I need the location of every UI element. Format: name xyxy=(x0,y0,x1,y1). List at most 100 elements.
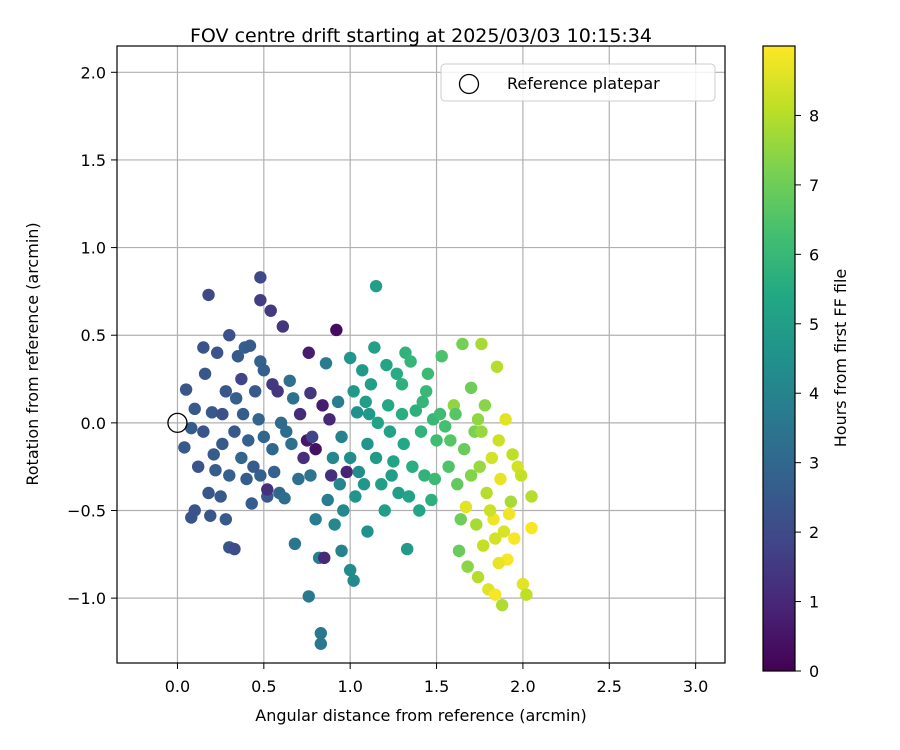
data-point xyxy=(471,413,485,426)
y-tick-label: 1.0 xyxy=(81,239,106,258)
colorbar-tick-label: 0 xyxy=(809,662,819,681)
data-point xyxy=(457,442,471,456)
colorbar-tick-label: 3 xyxy=(809,454,819,473)
data-point xyxy=(292,472,305,486)
data-point xyxy=(274,416,288,430)
colorbar-ticks: 0 1 2 3 4 5 6 7 8 xyxy=(795,106,819,681)
data-point xyxy=(361,437,374,451)
data-point xyxy=(368,341,381,354)
data-point xyxy=(506,448,519,461)
data-point xyxy=(293,407,307,421)
data-point xyxy=(191,460,205,473)
y-tick-label: 0.5 xyxy=(81,326,106,345)
data-point xyxy=(514,469,528,482)
data-point xyxy=(499,413,512,426)
data-point xyxy=(223,469,236,482)
data-point xyxy=(369,279,383,293)
data-point xyxy=(364,378,378,391)
data-point xyxy=(473,460,486,473)
data-point xyxy=(309,442,322,456)
colorbar-gradient xyxy=(762,45,796,672)
data-point xyxy=(228,542,241,556)
data-point xyxy=(350,406,364,419)
data-point xyxy=(202,486,215,500)
data-point xyxy=(240,472,253,486)
data-point xyxy=(321,493,334,507)
data-point xyxy=(492,434,505,447)
data-point xyxy=(319,357,333,370)
data-point xyxy=(286,392,300,405)
data-point xyxy=(489,532,502,545)
colorbar-tick-label: 2 xyxy=(809,523,819,542)
data-point xyxy=(261,483,274,496)
data-point xyxy=(392,486,405,500)
data-point xyxy=(404,355,417,368)
data-point xyxy=(456,337,469,351)
data-point xyxy=(504,495,518,508)
data-point xyxy=(219,513,233,526)
plot-background xyxy=(117,46,725,663)
data-point xyxy=(409,404,423,417)
data-point xyxy=(188,402,201,416)
data-point xyxy=(343,351,357,365)
data-point xyxy=(314,627,328,640)
data-point xyxy=(470,518,483,531)
data-point xyxy=(454,513,467,526)
data-point xyxy=(267,465,281,479)
legend-label: Reference platepar xyxy=(507,74,660,93)
data-point xyxy=(471,570,485,584)
data-point xyxy=(413,504,426,517)
data-point xyxy=(254,469,267,482)
data-point xyxy=(402,490,416,503)
data-point xyxy=(419,385,433,398)
data-point xyxy=(494,472,507,486)
data-point xyxy=(331,395,345,409)
colorbar: 0 1 2 3 4 5 6 7 8 Hours from first FF file xyxy=(762,45,850,681)
data-point xyxy=(242,434,255,447)
data-point xyxy=(243,339,257,352)
colorbar-tick-label: 5 xyxy=(809,315,819,334)
data-point xyxy=(480,486,493,500)
data-point xyxy=(357,478,371,491)
data-point xyxy=(430,434,443,447)
colorbar-tick-label: 7 xyxy=(809,176,819,195)
data-point xyxy=(257,364,271,377)
data-point xyxy=(483,504,497,517)
data-point xyxy=(464,469,478,482)
data-point xyxy=(198,367,212,380)
data-point xyxy=(231,350,245,363)
data-point xyxy=(490,360,504,373)
data-point xyxy=(178,441,191,454)
data-point xyxy=(236,407,250,421)
data-point xyxy=(485,451,499,465)
data-point xyxy=(347,574,360,587)
data-point xyxy=(489,588,502,601)
y-tick-label: 2.0 xyxy=(81,63,106,82)
data-point xyxy=(525,521,538,535)
y-axis-ticks: 2.0 1.5 1.0 0.5 0.0 −0.5 −1.0 xyxy=(67,63,117,608)
data-point xyxy=(475,337,488,351)
data-point xyxy=(205,406,219,419)
data-point xyxy=(459,500,473,514)
data-point xyxy=(197,425,210,438)
data-point xyxy=(202,288,215,302)
data-point xyxy=(297,451,310,465)
data-point xyxy=(497,525,511,538)
data-point xyxy=(464,381,478,395)
data-point xyxy=(525,490,538,503)
data-point xyxy=(209,463,222,477)
x-axis-ticks: 0.0 0.5 1.0 1.5 2.0 2.5 3.0 xyxy=(165,663,708,696)
data-point xyxy=(309,513,322,526)
data-point xyxy=(385,469,398,482)
data-point xyxy=(210,346,224,359)
y-tick-label: −0.5 xyxy=(67,502,106,521)
x-tick-label: 1.5 xyxy=(424,677,449,696)
legend: Reference platepar xyxy=(440,63,716,102)
data-point xyxy=(304,469,317,482)
colorbar-tick-label: 1 xyxy=(809,593,819,612)
data-point xyxy=(395,407,409,421)
data-point xyxy=(305,430,319,444)
data-point xyxy=(359,395,372,409)
chart-title: FOV centre drift starting at 2025/03/03 … xyxy=(190,25,652,47)
